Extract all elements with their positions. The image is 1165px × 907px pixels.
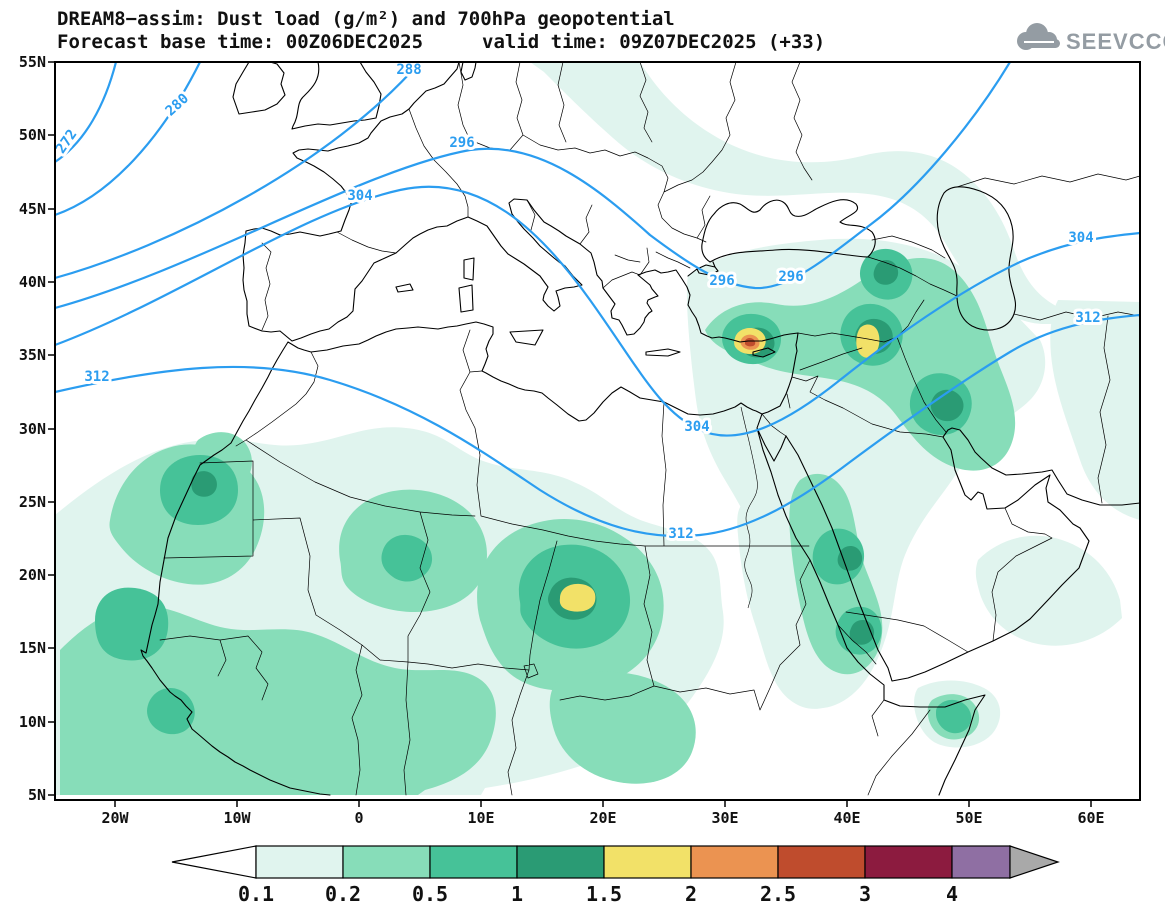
map-frame bbox=[54, 61, 1141, 801]
x-tick-30e: 30E bbox=[711, 809, 738, 827]
dust-brick-cyprus bbox=[745, 337, 756, 347]
colorbar-segment-2 bbox=[342, 845, 431, 879]
cloud-icon bbox=[1017, 23, 1060, 50]
colorbar-segment-7 bbox=[777, 845, 866, 879]
contour-label-288: 288 bbox=[396, 62, 421, 78]
y-tick-55n: 55N bbox=[19, 53, 46, 71]
y-tick-45n: 45N bbox=[19, 200, 46, 218]
axis-ticks bbox=[48, 61, 1092, 807]
x-tick-10e: 10E bbox=[467, 809, 494, 827]
x-axis-labels: 20W 10W 0 10E 20E 30E 40E 50E 60E bbox=[101, 809, 1104, 827]
contour-label-304-east: 304 bbox=[1068, 230, 1093, 246]
y-tick-40n: 40N bbox=[19, 273, 46, 291]
dust-pale-east-iran bbox=[1050, 300, 1140, 520]
colorbar-arrow-below-min bbox=[171, 845, 257, 879]
dust-med-sudan bbox=[549, 671, 696, 784]
contour-label-304-west: 304 bbox=[347, 188, 372, 204]
forecast-base-time-label: Forecast base time: 00Z06DEC2025 bbox=[57, 31, 423, 53]
x-tick-40e: 40E bbox=[833, 809, 860, 827]
contour-label-312-east: 312 bbox=[1075, 310, 1100, 326]
seevccc-logo: SEEVCCC bbox=[1017, 23, 1165, 54]
dust-dark-mauritania bbox=[191, 471, 217, 497]
contour-304 bbox=[55, 185, 1140, 437]
x-tick-20w: 20W bbox=[101, 809, 129, 827]
colorbar-segment-8 bbox=[864, 845, 953, 879]
contour-label-312-west: 312 bbox=[84, 369, 109, 385]
dust-shade-level-2p5 bbox=[745, 337, 756, 347]
geopotential-contours bbox=[55, 62, 1140, 538]
colorbar-tick-3: 3 bbox=[859, 882, 871, 906]
y-tick-15n: 15N bbox=[19, 639, 46, 657]
contour-label-296-west: 296 bbox=[449, 135, 474, 151]
colorbar-segment-9 bbox=[951, 845, 1011, 879]
y-tick-50n: 50N bbox=[19, 126, 46, 144]
colorbar-tick-0p2: 0.2 bbox=[325, 882, 361, 906]
dust-dark-redsea-1 bbox=[837, 546, 863, 571]
contour-label-304-mid: 304 bbox=[684, 419, 709, 435]
dust-teal-algeria bbox=[381, 534, 433, 582]
contour-label-296-mid2: 296 bbox=[778, 269, 803, 285]
coastlines bbox=[140, 62, 1140, 796]
colorbar-tick-0p5: 0.5 bbox=[412, 882, 448, 906]
dust-pale-oman bbox=[975, 535, 1122, 646]
x-tick-10w: 10W bbox=[223, 809, 251, 827]
dust-yellow-chad bbox=[559, 583, 596, 612]
y-axis-labels: 55N 50N 45N 40N 35N 30N 25N 20N 15N 10N … bbox=[19, 53, 46, 804]
dust-shade-level-1p5 bbox=[559, 324, 880, 612]
y-tick-25n: 25N bbox=[19, 493, 46, 511]
colorbar-tick-2: 2 bbox=[685, 882, 697, 906]
contour-272 bbox=[55, 62, 118, 164]
x-tick-20e: 20E bbox=[589, 809, 616, 827]
dust-teal-horn bbox=[936, 699, 972, 734]
colorbar-segment-5 bbox=[603, 845, 692, 879]
x-tick-60e: 60E bbox=[1077, 809, 1104, 827]
dust-teal-senegal bbox=[95, 587, 169, 661]
colorbar bbox=[171, 845, 1060, 879]
contour-312 bbox=[55, 313, 1140, 538]
contour-label-296-mid1: 296 bbox=[709, 273, 734, 289]
valid-time-label: valid time: 09Z07DEC2025 (+33) bbox=[482, 31, 825, 53]
colorbar-segment-1 bbox=[255, 845, 344, 879]
dust-pale-europe-band bbox=[530, 62, 1076, 325]
logo-text: SEEVCCC bbox=[1066, 29, 1165, 54]
colorbar-segment-6 bbox=[690, 845, 779, 879]
country-borders bbox=[159, 62, 1140, 796]
y-tick-10n: 10N bbox=[19, 713, 46, 731]
page-title: DREAM8−assim: Dust load (g/m²) and 700hP… bbox=[57, 8, 675, 30]
nile-river bbox=[740, 406, 758, 609]
colorbar-segment-4 bbox=[516, 845, 605, 879]
y-tick-30n: 30N bbox=[19, 420, 46, 438]
colorbar-tick-2p5: 2.5 bbox=[760, 882, 796, 906]
y-tick-5n: 5N bbox=[28, 786, 46, 804]
y-tick-20n: 20N bbox=[19, 566, 46, 584]
y-tick-35n: 35N bbox=[19, 346, 46, 364]
colorbar-arrow-above-max bbox=[1009, 845, 1060, 879]
dust-med-sahel bbox=[60, 605, 496, 795]
colorbar-segment-3 bbox=[429, 845, 518, 879]
colorbar-tick-4: 4 bbox=[946, 882, 958, 906]
contour-label-312-mid: 312 bbox=[668, 526, 693, 542]
x-tick-50e: 50E bbox=[955, 809, 982, 827]
colorbar-tick-0p1: 0.1 bbox=[238, 882, 274, 906]
dust-teal-guinea bbox=[147, 687, 195, 735]
dust-yellow-iraq bbox=[856, 324, 880, 358]
contour-280 bbox=[55, 62, 202, 217]
colorbar-labels: 0.1 0.2 0.5 1 1.5 2 2.5 3 4 bbox=[238, 882, 958, 906]
contour-288 bbox=[55, 62, 422, 280]
contour-296 bbox=[55, 62, 1012, 310]
colorbar-tick-1: 1 bbox=[511, 882, 523, 906]
dust-dark-caucasus bbox=[873, 260, 899, 285]
x-tick-0: 0 bbox=[354, 809, 363, 827]
colorbar-tick-1p5: 1.5 bbox=[586, 882, 622, 906]
